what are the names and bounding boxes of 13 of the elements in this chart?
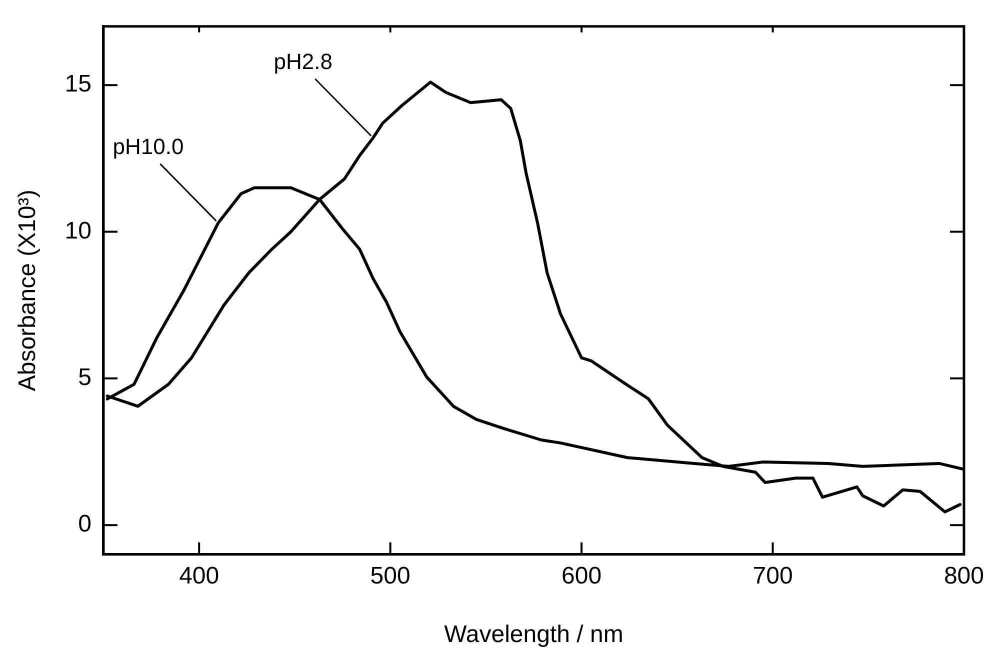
x-tick-label: 600 (562, 562, 602, 590)
y-tick-label: 15 (64, 70, 92, 98)
x-tick-label: 500 (370, 562, 410, 590)
x-tick-label: 400 (179, 562, 220, 590)
x-tick-label: 800 (944, 562, 984, 590)
y-tick-label: 5 (78, 364, 92, 392)
y-tick-label: 10 (64, 217, 92, 244)
text: pH10.0 (112, 134, 184, 159)
y-tick-label: 0 (78, 510, 92, 538)
text: pH2.8 (274, 48, 332, 74)
y-axis-title: Absorbance (X10³) (14, 190, 42, 392)
x-axis-title: Wavelength / nm (444, 621, 624, 648)
x-tick-label: 700 (752, 562, 793, 590)
